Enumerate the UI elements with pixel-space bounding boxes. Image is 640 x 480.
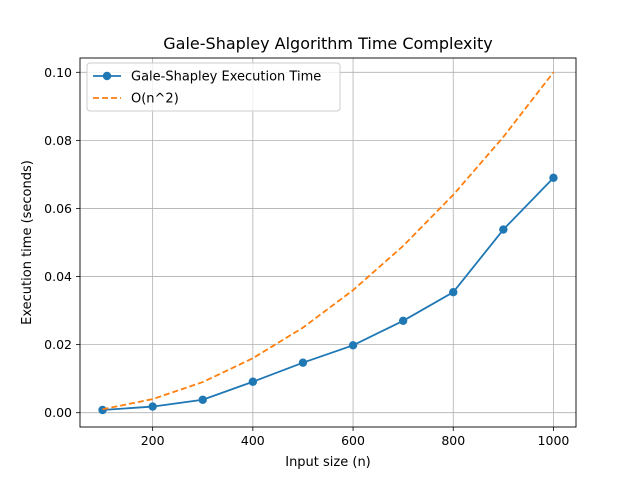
chart-title: Gale-Shapley Algorithm Time Complexity <box>163 34 492 53</box>
data-point <box>298 358 308 367</box>
series-layer <box>98 71 558 415</box>
x-axis-label: Input size (n) <box>285 455 371 470</box>
y-axis-label: Execution time (seconds) <box>20 160 35 325</box>
data-point <box>98 405 107 415</box>
data-point <box>348 341 358 350</box>
y-axis: 0.00 0.02 0.04 0.06 0.08 0.10 <box>44 65 80 420</box>
data-point <box>549 173 558 183</box>
x-tick-label: 400 <box>241 433 265 448</box>
y-tick-label: 0.00 <box>44 405 72 420</box>
legend-box <box>86 62 341 112</box>
data-point <box>148 402 157 411</box>
x-tick-label: 800 <box>441 433 465 448</box>
series-line-0 <box>102 177 555 411</box>
y-tick-label: 0.04 <box>44 269 72 284</box>
y-tick-label: 0.06 <box>44 201 72 216</box>
data-point <box>398 316 408 325</box>
legend-label-execution-time: Gale-Shapley Execution Time <box>131 70 321 85</box>
legend-marker-execution-time <box>102 71 112 81</box>
legend-label-on2: O(n^2) <box>131 92 179 107</box>
data-point <box>198 395 207 404</box>
y-tick-label: 0.02 <box>44 337 72 352</box>
data-point <box>499 225 508 234</box>
y-tick-label: 0.10 <box>44 65 72 80</box>
legend: Gale-Shapley Execution Time O(n^2) <box>86 62 341 112</box>
x-tick-label: 600 <box>341 433 365 448</box>
y-tick-label: 0.08 <box>44 133 72 148</box>
x-axis: 200 400 600 800 1000 <box>141 427 570 448</box>
data-point <box>248 377 258 386</box>
x-tick-label: 1000 <box>538 433 570 448</box>
plot-frame <box>79 57 577 428</box>
data-point <box>449 287 458 297</box>
series-line-1 <box>102 71 555 411</box>
x-tick-label: 200 <box>141 433 165 448</box>
